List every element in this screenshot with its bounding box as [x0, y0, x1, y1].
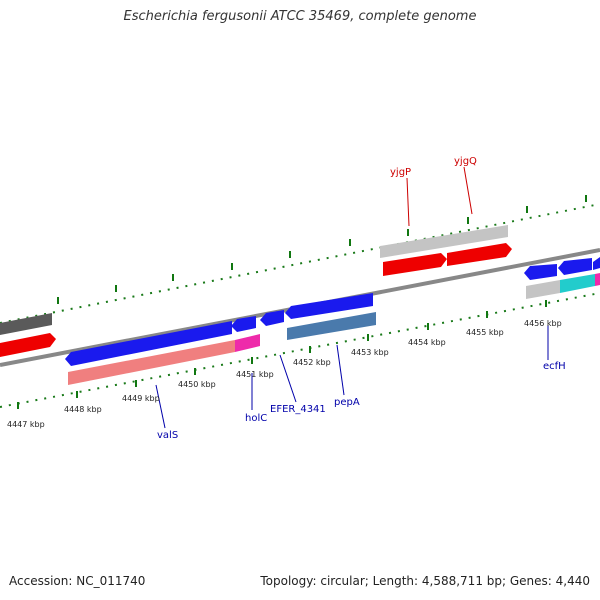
lower-major-ticks — [17, 300, 547, 409]
product-bar-pink-right[interactable] — [595, 273, 600, 286]
gene-yjgQ[interactable] — [447, 243, 512, 266]
gene-labels: yjgP yjgQ ecfH pepA EFER_4341 holC valS — [157, 156, 566, 441]
product-bar-grey-right[interactable] — [526, 280, 560, 299]
kbp-label: 4454 kbp — [408, 338, 446, 347]
kbp-label: 4448 kbp — [64, 405, 102, 414]
gene-EFER_4341[interactable] — [260, 310, 284, 326]
product-bar-valS[interactable] — [68, 340, 235, 385]
gene-ecfH-neighbor-3[interactable] — [593, 257, 600, 270]
gene-label-ecfH[interactable]: ecfH — [543, 361, 566, 372]
upper-major-ticks — [57, 195, 587, 304]
kbp-label: 4451 kbp — [236, 370, 274, 379]
kbp-label: 4453 kbp — [351, 348, 389, 357]
kbp-label: 4456 kbp — [524, 319, 562, 328]
gene-yjgP[interactable] — [383, 253, 447, 276]
kbp-label: 4449 kbp — [122, 394, 160, 403]
kbp-label: 4455 kbp — [466, 328, 504, 337]
product-bar-pepA[interactable] — [287, 312, 376, 340]
gene-feature-red-left[interactable] — [0, 333, 56, 357]
gene-valS[interactable] — [65, 321, 232, 366]
kbp-label: 4447 kbp — [7, 420, 45, 429]
accession-text: Accession: NC_011740 — [9, 574, 146, 588]
product-bars — [68, 273, 600, 385]
gene-pepA[interactable] — [285, 293, 373, 319]
forward-gene-group-left — [0, 313, 56, 357]
gene-feature-grey-yjg[interactable] — [380, 225, 508, 258]
gene-label-yjgP[interactable]: yjgP — [390, 167, 411, 178]
kbp-labels: 4447 kbp 4448 kbp 4449 kbp 4450 kbp 4451… — [7, 319, 562, 429]
gene-ecfH-neighbor-1[interactable] — [524, 264, 557, 280]
kbp-label: 4452 kbp — [293, 358, 331, 367]
kbp-label: 4450 kbp — [178, 380, 216, 389]
product-bar-cyan-right[interactable] — [560, 274, 595, 293]
gene-feature-grey-left[interactable] — [0, 313, 52, 335]
gene-label-pepA[interactable]: pepA — [334, 397, 360, 408]
reverse-gene-group — [65, 257, 600, 366]
genome-title: Escherichia fergusonii ATCC 35469, compl… — [123, 9, 477, 24]
forward-gene-group-yjg — [380, 225, 512, 276]
gene-label-holC[interactable]: holC — [245, 413, 267, 424]
product-bar-holC[interactable] — [235, 334, 260, 352]
topology-text: Topology: circular; Length: 4,588,711 bp… — [260, 574, 590, 588]
label-leaders — [155, 166, 549, 429]
gene-label-yjgQ[interactable]: yjgQ — [454, 156, 477, 167]
gene-ecfH-neighbor-2[interactable] — [558, 258, 592, 275]
gene-label-EFER_4341[interactable]: EFER_4341 — [270, 404, 326, 415]
gene-holC-neighbor[interactable] — [231, 316, 256, 332]
gene-label-valS[interactable]: valS — [157, 430, 178, 441]
